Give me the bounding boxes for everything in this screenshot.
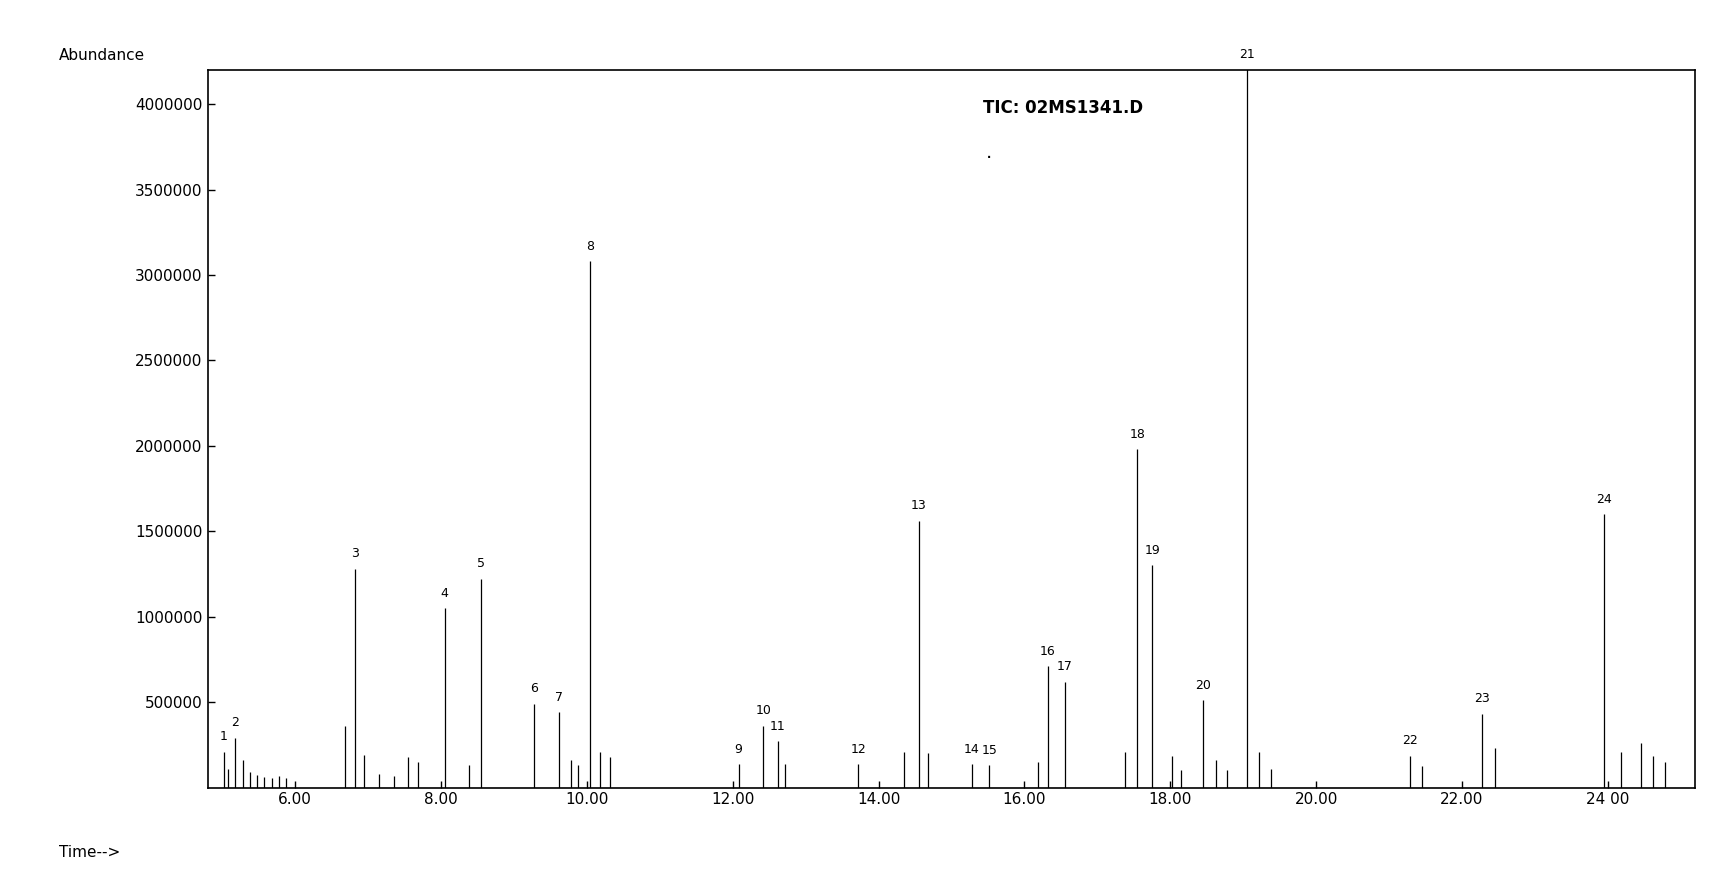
Text: 18: 18 — [1130, 428, 1145, 441]
Text: 17: 17 — [1057, 660, 1073, 673]
Text: 14: 14 — [964, 743, 979, 756]
Text: 12: 12 — [849, 743, 867, 756]
Text: 19: 19 — [1144, 543, 1159, 556]
Text: 2: 2 — [232, 717, 239, 730]
Text: 21: 21 — [1239, 48, 1254, 61]
Text: TIC: 02MS1341.D: TIC: 02MS1341.D — [983, 99, 1144, 116]
Text: Time-->: Time--> — [59, 845, 119, 860]
Text: 5: 5 — [477, 557, 484, 570]
Text: 16: 16 — [1040, 645, 1055, 658]
Text: 20: 20 — [1195, 679, 1211, 692]
Text: 4: 4 — [441, 586, 448, 599]
Text: 13: 13 — [910, 500, 927, 513]
Text: 3: 3 — [351, 547, 358, 560]
Text: 15: 15 — [981, 744, 998, 757]
Text: 1: 1 — [220, 730, 228, 743]
Text: 24: 24 — [1597, 493, 1612, 506]
Text: 7: 7 — [555, 690, 564, 704]
Text: 23: 23 — [1474, 692, 1490, 705]
Text: 6: 6 — [531, 682, 538, 695]
Text: 10: 10 — [756, 704, 772, 717]
Text: 9: 9 — [735, 743, 742, 756]
Text: 22: 22 — [1401, 734, 1417, 747]
Text: 8: 8 — [586, 240, 595, 253]
Text: Abundance: Abundance — [59, 48, 145, 63]
Text: ·: · — [986, 149, 991, 168]
Text: 11: 11 — [770, 720, 785, 732]
